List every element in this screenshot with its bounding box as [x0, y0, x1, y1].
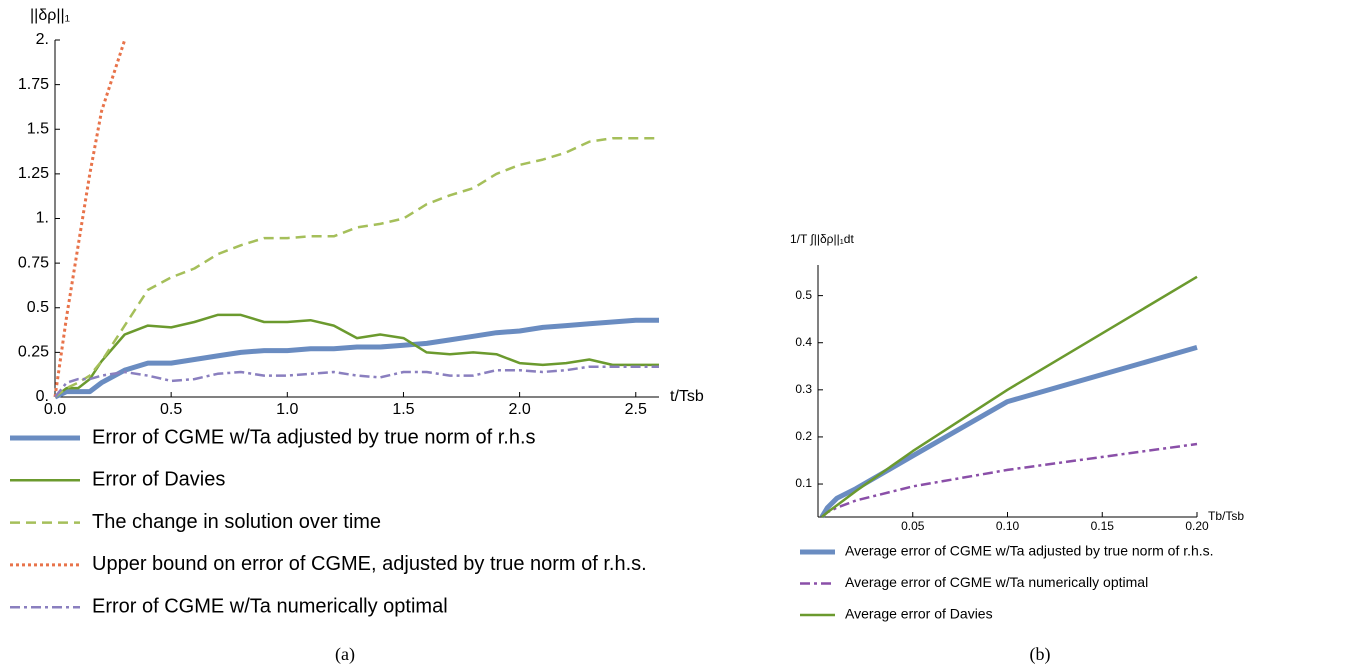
- x-axis-label: Tb/Tsb: [1208, 509, 1244, 523]
- y-axis-label: 1/T ∫||δρ||₁dt: [790, 232, 854, 246]
- x-axis-label: t/Tsb: [670, 388, 704, 405]
- caption: (b): [1030, 644, 1051, 665]
- y-tick-label: 0.1: [795, 476, 812, 490]
- y-tick-label: 0.5: [27, 299, 49, 316]
- y-tick-label: 0.25: [18, 344, 49, 361]
- legend-label: Error of Davies: [92, 469, 225, 491]
- legend-label: Average error of CGME w/Ta adjusted by t…: [845, 543, 1214, 559]
- y-tick-label: 0.2: [795, 429, 812, 443]
- y-tick-label: 0.5: [795, 288, 812, 302]
- legend-label: Error of CGME w/Ta numerically optimal: [92, 595, 448, 617]
- caption: (a): [335, 644, 355, 665]
- x-tick-label: 0.05: [901, 519, 925, 533]
- series-line: [821, 442, 1198, 518]
- y-tick-label: 0.4: [795, 335, 812, 349]
- series-line: [53, 39, 127, 398]
- series-line: [819, 344, 1198, 519]
- y-tick-label: 1.: [36, 210, 49, 227]
- x-tick-label: 0.0: [44, 401, 66, 418]
- x-tick-label: 1.5: [392, 401, 414, 418]
- y-tick-label: 0.: [36, 388, 49, 405]
- y-tick-label: 0.75: [18, 254, 49, 271]
- y-tick-label: 1.25: [18, 165, 49, 182]
- series-line: [54, 136, 659, 398]
- y-tick-label: 1.5: [27, 120, 49, 137]
- legend-label: Upper bound on error of CGME, adjusted b…: [92, 553, 647, 575]
- y-tick-label: 2.: [36, 31, 49, 48]
- x-tick-label: 0.5: [160, 401, 182, 418]
- x-tick-label: 2.5: [625, 401, 647, 418]
- x-tick-label: 0.20: [1185, 519, 1209, 533]
- series-line: [54, 365, 659, 398]
- series-line: [54, 313, 659, 398]
- x-tick-label: 1.0: [276, 401, 298, 418]
- y-tick-label: 1.75: [18, 76, 49, 93]
- legend-label: Average error of CGME w/Ta numerically o…: [845, 574, 1148, 590]
- y-axis-label: ||δρ||₁: [30, 7, 70, 24]
- series-line: [53, 317, 659, 400]
- legend-label: Error of CGME w/Ta adjusted by true norm…: [92, 426, 536, 448]
- x-tick-label: 0.15: [1091, 519, 1115, 533]
- series-line: [821, 275, 1198, 518]
- legend-label: Average error of Davies: [845, 606, 993, 622]
- legend-label: The change in solution over time: [92, 511, 381, 533]
- x-tick-label: 0.10: [996, 519, 1020, 533]
- y-tick-label: 0.3: [795, 382, 812, 396]
- x-tick-label: 2.0: [508, 401, 530, 418]
